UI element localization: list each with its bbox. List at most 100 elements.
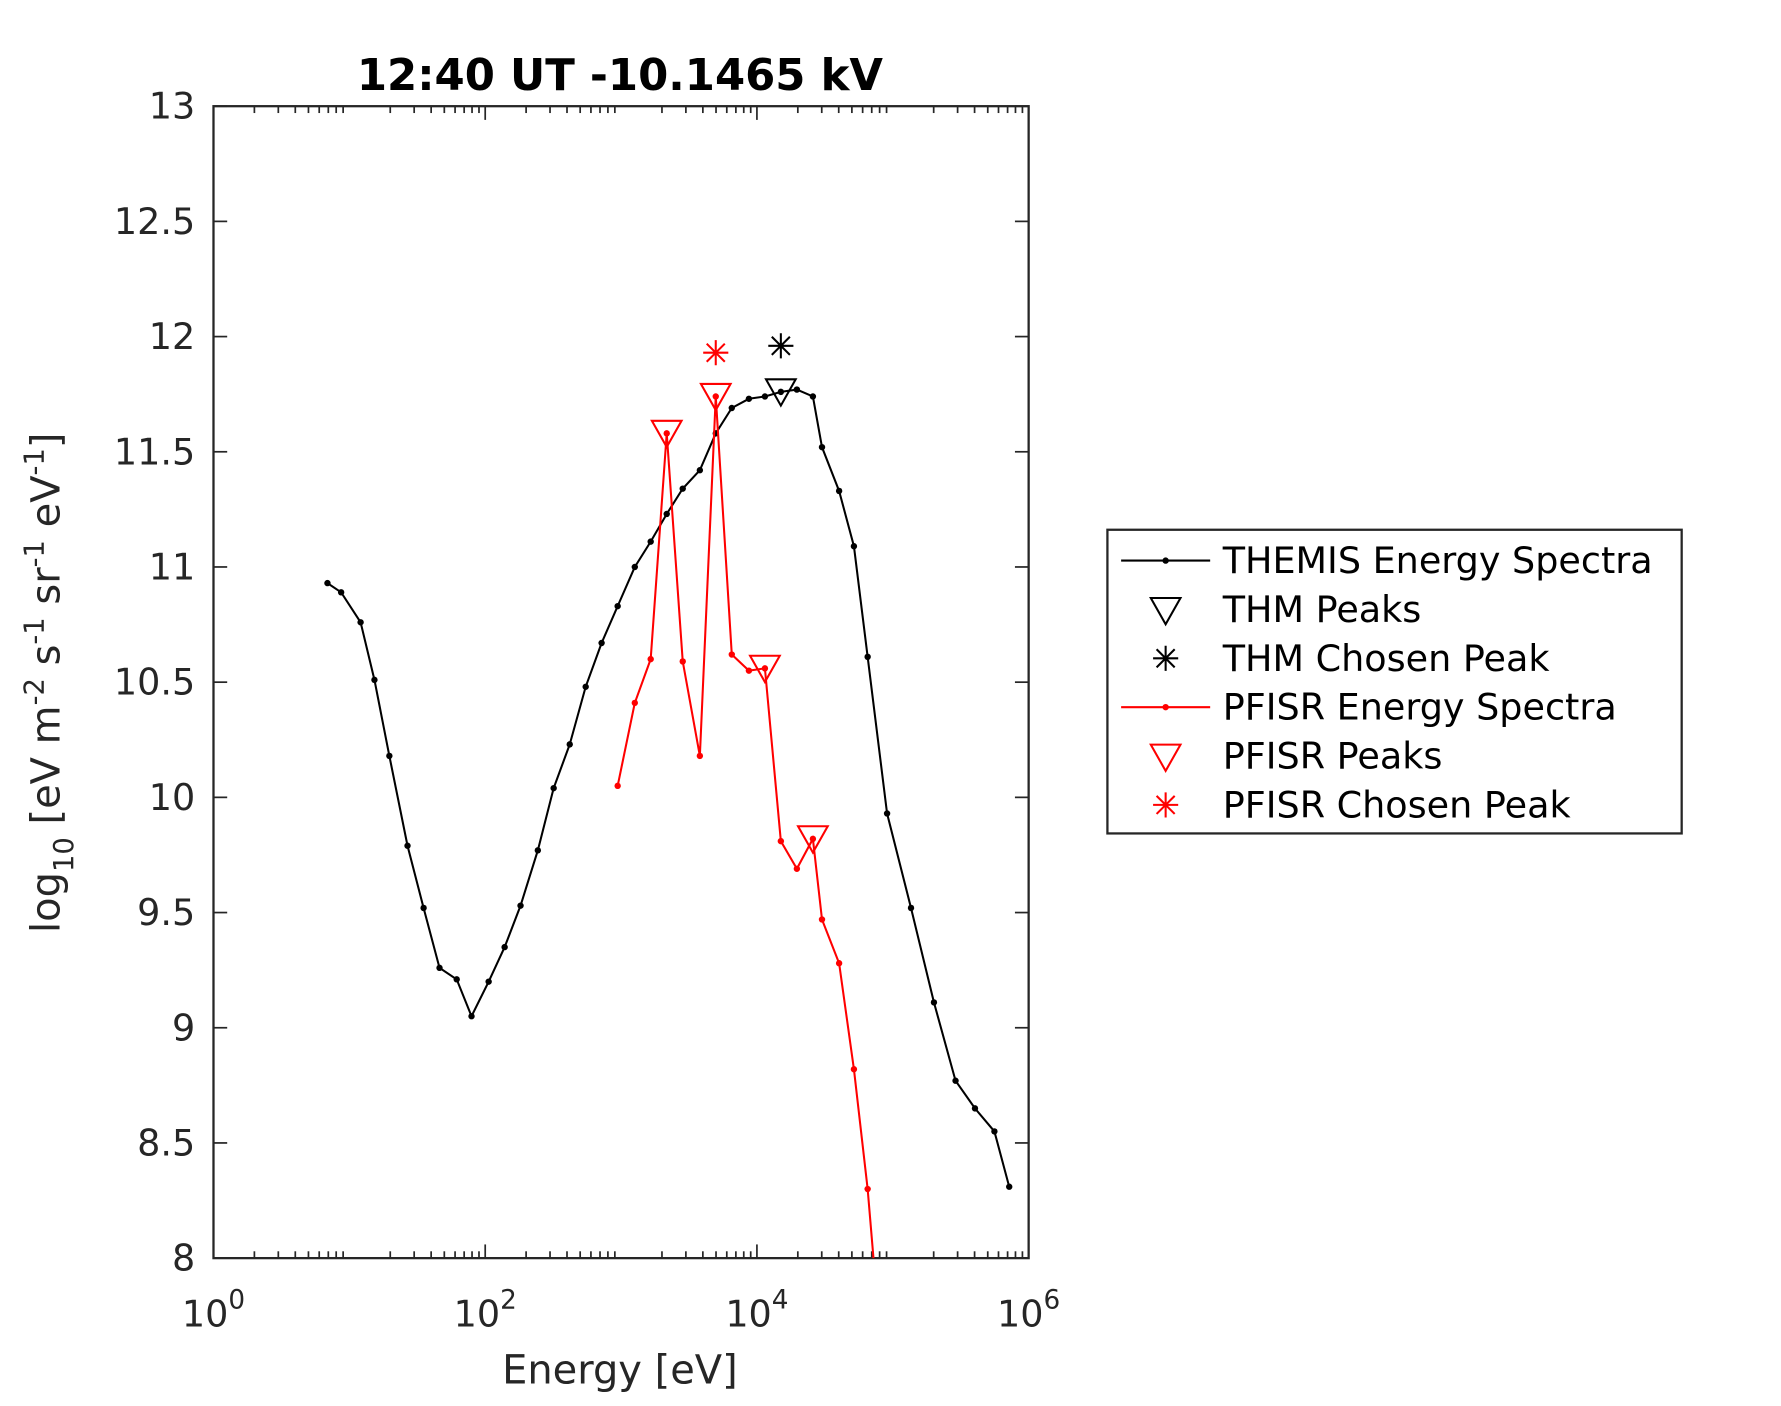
- data-point: [614, 602, 621, 610]
- y-label-part: eV: [23, 475, 69, 540]
- data-point: [761, 665, 769, 672]
- series: [764, 378, 798, 408]
- data-point: [679, 658, 686, 665]
- data-point: [517, 902, 524, 909]
- data-point: [485, 978, 492, 985]
- legend-dot: [1162, 557, 1169, 564]
- data-point: [337, 589, 345, 596]
- data-point: [614, 782, 621, 790]
- data-point: [991, 1128, 998, 1135]
- x-tick-exponent: 4: [772, 1285, 789, 1315]
- series-line: [616, 396, 875, 1259]
- peak-marker: [796, 825, 830, 855]
- legend-box: [1106, 528, 1683, 835]
- data-point: [420, 904, 427, 912]
- data-point: [324, 579, 331, 587]
- peak-marker: [764, 378, 798, 408]
- data-point: [952, 1077, 959, 1084]
- data-point: [745, 395, 753, 402]
- y-label-part: -2: [19, 678, 50, 705]
- data-point: [696, 752, 704, 760]
- y-label-part: -1: [19, 540, 50, 567]
- x-tick-exponent: 0: [228, 1285, 245, 1315]
- data-point: [357, 619, 364, 626]
- chosen-peak-marker: [703, 340, 729, 366]
- x-tick-label: 100: [182, 1285, 245, 1335]
- plot-frame: [212, 105, 1030, 1260]
- data-point: [907, 904, 915, 912]
- y-tick-label: 11: [149, 546, 195, 589]
- data-point: [566, 741, 573, 748]
- data-point: [582, 683, 589, 690]
- y-tick-label: 12: [149, 315, 195, 358]
- data-point: [728, 651, 735, 658]
- data-point: [930, 999, 938, 1006]
- data-point: [793, 386, 801, 393]
- data-point: [696, 467, 704, 474]
- y-label-part: ]: [23, 433, 69, 449]
- data-point: [850, 1066, 858, 1073]
- peak-marker: [650, 419, 684, 450]
- data-point: [777, 837, 785, 845]
- x-tick-label: 106: [997, 1285, 1060, 1335]
- legend-triangle: [1149, 596, 1183, 627]
- x-tick-exponent: 6: [1044, 1285, 1061, 1315]
- y-tick-label: 13: [149, 85, 195, 128]
- series: [650, 382, 830, 855]
- data-point: [1006, 1183, 1013, 1190]
- data-point: [835, 960, 843, 967]
- y-label-part: 10: [49, 837, 80, 872]
- legend-label: THM Peaks: [1222, 588, 1422, 631]
- legend-dot: [1162, 703, 1169, 711]
- data-point: [631, 699, 638, 707]
- x-tick-base: 10: [182, 1293, 228, 1336]
- legend-label: THEMIS Energy Spectra: [1222, 539, 1653, 582]
- y-tick-label: 10: [149, 776, 195, 819]
- y-tick-label: 8.5: [137, 1121, 195, 1164]
- data-point: [850, 543, 858, 550]
- data-point: [534, 847, 542, 854]
- legend-triangle: [1149, 743, 1183, 773]
- data-point: [835, 487, 843, 495]
- data-point: [728, 404, 735, 412]
- y-label-part: -1: [19, 448, 50, 475]
- data-point: [745, 667, 753, 674]
- data-point: [818, 443, 826, 451]
- series: [703, 340, 729, 366]
- legend-asterisk: [1153, 645, 1179, 671]
- y-label-part: log: [23, 872, 69, 933]
- data-point: [453, 976, 460, 983]
- series: [768, 333, 794, 359]
- legend-asterisk: [1153, 792, 1179, 818]
- y-tick-label: 12.5: [114, 200, 195, 243]
- y-label-part: sr: [23, 567, 69, 618]
- series: [614, 393, 875, 1259]
- series-line: [326, 388, 1011, 1187]
- data-point: [864, 653, 871, 661]
- y-tick-label: 8: [172, 1237, 195, 1280]
- data-point: [809, 393, 817, 400]
- legend-label: PFISR Chosen Peak: [1223, 783, 1572, 826]
- data-point: [436, 964, 443, 972]
- x-axis-label: Energy [eV]: [502, 1348, 738, 1394]
- data-point: [712, 393, 719, 400]
- data-point: [631, 563, 638, 571]
- data-point: [679, 485, 686, 492]
- data-point: [761, 393, 769, 400]
- data-point: [971, 1105, 979, 1112]
- x-tick-label: 104: [725, 1285, 788, 1335]
- data-point: [647, 538, 654, 545]
- y-label-part: s: [23, 645, 69, 679]
- chosen-peak-marker: [768, 333, 794, 359]
- y-label-part: -1: [19, 617, 50, 644]
- data-point: [883, 810, 891, 817]
- data-point: [663, 510, 670, 518]
- peak-marker: [699, 382, 733, 413]
- data-point: [864, 1185, 871, 1193]
- data-point: [468, 1013, 475, 1020]
- x-tick-base: 10: [725, 1293, 771, 1336]
- data-point: [386, 752, 393, 760]
- x-tick-base: 10: [454, 1293, 500, 1336]
- data-point: [663, 430, 670, 437]
